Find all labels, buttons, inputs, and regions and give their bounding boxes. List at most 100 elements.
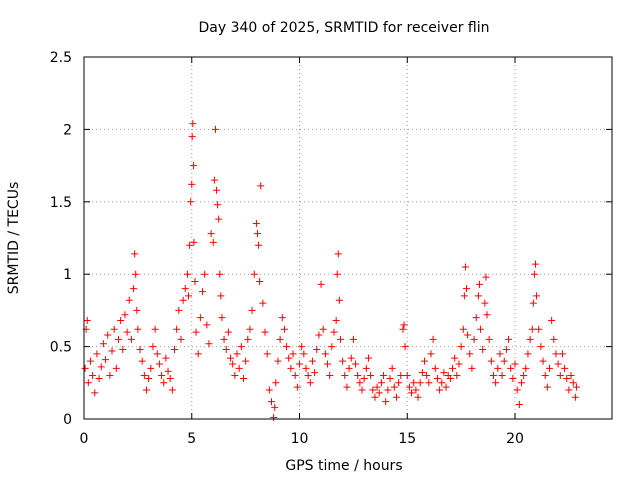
data-point <box>117 317 125 325</box>
data-point <box>429 335 437 343</box>
data-point <box>457 343 465 351</box>
y-tick-labels: 0 0.5 1 1.5 2 2.5 <box>50 50 72 428</box>
data-point <box>554 360 562 368</box>
data-point <box>183 270 191 278</box>
data-point <box>539 357 547 365</box>
data-point <box>317 280 325 288</box>
data-point <box>529 299 537 307</box>
data-point <box>191 277 199 285</box>
data-point <box>201 270 209 278</box>
data-point <box>298 343 306 351</box>
data-point <box>375 389 383 397</box>
grid-lines <box>84 57 612 419</box>
data-point <box>132 270 140 278</box>
data-point <box>246 325 254 333</box>
data-point <box>151 325 159 333</box>
data-point <box>306 379 314 387</box>
data-point <box>134 325 142 333</box>
data-point <box>112 364 120 372</box>
data-point <box>158 372 166 380</box>
data-point <box>464 331 472 339</box>
x-axis-title: GPS time / hours <box>285 458 402 474</box>
data-point <box>196 314 204 322</box>
data-point <box>187 198 195 206</box>
data-point <box>217 292 225 300</box>
data-point <box>343 383 351 391</box>
data-point <box>271 403 279 411</box>
data-point <box>354 372 362 380</box>
data-point <box>300 350 308 358</box>
data-point <box>194 350 202 358</box>
y-tick-label: 1.5 <box>50 195 72 211</box>
data-point <box>474 292 482 300</box>
data-point <box>188 180 196 188</box>
data-point <box>526 335 534 343</box>
data-point <box>442 383 450 391</box>
data-point <box>336 335 344 343</box>
data-point <box>358 386 366 394</box>
data-point <box>567 372 575 380</box>
data-point <box>149 343 157 351</box>
data-point <box>248 306 256 314</box>
data-point <box>403 372 411 380</box>
data-point <box>572 383 580 391</box>
data-point <box>263 350 271 358</box>
x-tick-label: 5 <box>187 431 196 447</box>
data-point <box>181 285 189 293</box>
data-point <box>313 345 321 353</box>
data-point <box>133 306 141 314</box>
data-point <box>455 360 463 368</box>
data-point <box>438 379 446 387</box>
data-point <box>326 372 334 380</box>
data-point <box>233 350 241 358</box>
x-tick-label: 0 <box>80 431 89 447</box>
data-point <box>321 350 329 358</box>
data-point <box>188 133 196 141</box>
data-point <box>104 331 112 339</box>
data-point <box>302 364 310 372</box>
data-point <box>274 357 282 365</box>
data-point <box>93 350 101 358</box>
data-point <box>369 386 377 394</box>
data-point <box>410 379 418 387</box>
data-point <box>86 357 94 365</box>
data-point <box>218 314 226 322</box>
plot-frame <box>83 56 613 420</box>
data-point <box>556 372 564 380</box>
data-point <box>91 389 99 397</box>
data-point <box>451 354 459 362</box>
data-point <box>185 292 193 300</box>
data-point <box>513 386 521 394</box>
data-point <box>390 383 398 391</box>
data-point <box>168 386 176 394</box>
data-point <box>125 296 133 304</box>
data-point <box>494 364 502 372</box>
x-tick-label: 20 <box>506 431 524 447</box>
data-point <box>463 285 471 293</box>
data-point <box>345 364 353 372</box>
data-point <box>192 328 200 336</box>
data-point <box>481 299 489 307</box>
data-point <box>433 374 441 382</box>
data-point <box>502 345 510 353</box>
data-point <box>466 350 474 358</box>
data-point <box>227 354 235 362</box>
data-point <box>265 386 273 394</box>
data-point <box>500 357 508 365</box>
data-point <box>479 345 487 353</box>
data-point <box>509 374 517 382</box>
data-point <box>83 317 91 325</box>
data-point <box>231 372 239 380</box>
data-point <box>416 379 424 387</box>
data-point <box>259 299 267 307</box>
data-point <box>253 230 261 238</box>
data-point <box>558 350 566 358</box>
data-point <box>392 393 400 401</box>
data-point <box>166 374 174 382</box>
data-point <box>414 393 422 401</box>
data-point <box>498 372 506 380</box>
data-point <box>199 288 207 296</box>
data-point <box>436 386 444 394</box>
data-point <box>235 364 243 372</box>
